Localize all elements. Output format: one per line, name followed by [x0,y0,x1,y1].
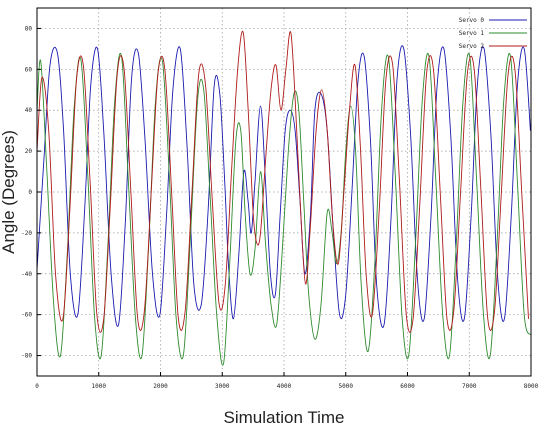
x-tick-label: 3000 [215,383,230,390]
series-line-servo-2 [37,30,529,333]
series-line-servo-0 [37,45,531,328]
x-tick-label: 1000 [92,383,107,390]
x-axis-title: Simulation Time [224,408,345,427]
y-tick-label: -20 [21,230,32,237]
y-tick-label: 0 [28,189,32,196]
legend-label: Servo 2 [459,43,485,50]
y-axis-title: Angle (Degrees) [0,130,18,254]
y-tick-label: -60 [21,312,32,319]
y-tick-label: 40 [25,107,33,114]
legend-label: Servo 1 [459,30,485,37]
series-lines [37,30,531,366]
x-tick-label: 8000 [524,383,539,390]
x-tick-label: 0 [35,383,39,390]
y-tick-label: 60 [25,66,33,73]
y-tick-label: 80 [25,25,33,32]
series-line-servo-1 [37,52,531,366]
x-tick-label: 6000 [400,383,415,390]
y-tick-label: 20 [25,148,33,155]
x-tick-label: 7000 [462,383,477,390]
tick-labels: 0 1000 2000 3000 4000 5000 6000 7000 8000 -80 -60 -… [21,25,538,390]
x-tick-label: 2000 [153,383,168,390]
legend-label: Servo 0 [459,17,485,24]
x-tick-label: 5000 [339,383,354,390]
x-tick-label: 4000 [277,383,292,390]
y-tick-label: -40 [21,271,32,278]
legend: Servo 0 Servo 1 Servo 2 [459,17,527,50]
y-tick-label: -80 [21,353,32,360]
